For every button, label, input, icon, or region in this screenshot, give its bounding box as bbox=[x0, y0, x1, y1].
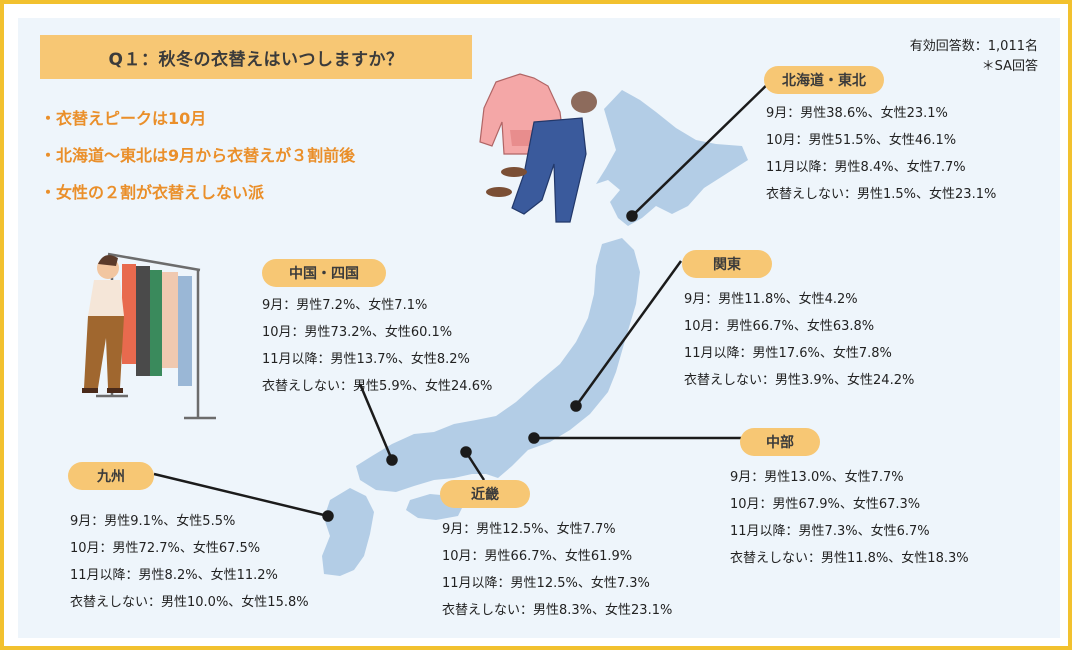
region-stats-kanto: 9月：男性11.8%、女性4.2% 10月：男性66.7%、女性63.8% 11… bbox=[684, 286, 914, 394]
honshu-shape bbox=[356, 238, 640, 492]
region-stats-chugoku-shikoku: 9月：男性7.2%、女性7.1% 10月：男性73.2%、女性60.1% 11月… bbox=[262, 292, 492, 400]
shoe-icon bbox=[501, 167, 527, 177]
region-label-chugoku-shikoku: 中国・四国 bbox=[262, 259, 386, 287]
kyushu-callout-line bbox=[153, 472, 329, 518]
wardrobe-illustration bbox=[82, 252, 216, 420]
stat-line: 10月：男性72.7%、女性67.5% bbox=[70, 541, 261, 556]
stat-line: 9月：男性7.2%、女性7.1% bbox=[262, 298, 428, 313]
stat-line: 11月以降：男性12.5%、女性7.3% bbox=[442, 576, 650, 591]
region-label-hokkaido-tohoku: 北海道・東北 bbox=[764, 66, 884, 94]
finding-item: 女性の２割が衣替えしない派 bbox=[40, 174, 355, 211]
stat-line: 10月：男性66.7%、女性63.8% bbox=[684, 319, 875, 334]
survey-meta: 有効回答数：1,011名 ＊SA回答 bbox=[910, 37, 1038, 77]
callout-lines bbox=[153, 77, 775, 522]
stat-line: 10月：男性51.5%、女性46.1% bbox=[766, 133, 957, 148]
chugoku-callout-line bbox=[358, 383, 394, 461]
stat-line: 9月：男性38.6%、女性23.1% bbox=[766, 106, 948, 121]
jeans-icon bbox=[511, 117, 587, 223]
person-body-icon bbox=[88, 280, 124, 316]
kanto-callout-dot bbox=[570, 400, 582, 412]
kyushu-shape bbox=[322, 488, 374, 576]
finding-item: 衣替えピークは10月 bbox=[40, 100, 355, 137]
stat-line: 11月以降：男性7.3%、女性6.7% bbox=[730, 524, 930, 539]
person-pants-icon bbox=[84, 316, 124, 388]
shoe-icon bbox=[486, 187, 512, 197]
stat-line: 9月：男性12.5%、女性7.7% bbox=[442, 522, 616, 537]
stat-line: 10月：男性66.7%、女性61.9% bbox=[442, 549, 633, 564]
stat-line: 衣替えしない：男性1.5%、女性23.1% bbox=[766, 187, 997, 202]
key-findings: 衣替えピークは10月 北海道〜東北は9月から衣替えが３割前後 女性の２割が衣替え… bbox=[40, 100, 355, 211]
chugoku-callout-dot bbox=[386, 454, 398, 466]
hokkaido-shape bbox=[596, 90, 748, 226]
region-label-kinki: 近畿 bbox=[440, 480, 530, 508]
hanging-shirt-icon bbox=[150, 270, 162, 376]
question-title: Q１：秋冬の衣替えはいつしますか？ bbox=[40, 35, 472, 79]
region-label-chubu: 中部 bbox=[740, 428, 820, 456]
stat-line: 9月：男性9.1%、女性5.5% bbox=[70, 514, 236, 529]
region-stats-kyushu: 9月：男性9.1%、女性5.5% 10月：男性72.7%、女性67.5% 11月… bbox=[70, 508, 309, 616]
stat-line: 11月以降：男性13.7%、女性8.2% bbox=[262, 352, 470, 367]
region-stats-hokkaido-tohoku: 9月：男性38.6%、女性23.1% 10月：男性51.5%、女性46.1% 1… bbox=[766, 100, 996, 208]
stat-line: 衣替えしない：男性8.3%、女性23.1% bbox=[442, 603, 673, 618]
stat-line: 11月以降：男性8.4%、女性7.7% bbox=[766, 160, 966, 175]
stat-line: 11月以降：男性17.6%、女性7.8% bbox=[684, 346, 892, 361]
region-label-kanto: 関東 bbox=[682, 250, 772, 278]
stat-line: 衣替えしない：男性10.0%、女性15.8% bbox=[70, 595, 309, 610]
stat-line: 衣替えしない：男性3.9%、女性24.2% bbox=[684, 373, 915, 388]
hokkaido-callout-dot bbox=[626, 210, 638, 222]
stat-line: 9月：男性11.8%、女性4.2% bbox=[684, 292, 858, 307]
person-hair-icon bbox=[98, 255, 118, 266]
region-label-kyushu: 九州 bbox=[68, 462, 154, 490]
stat-line: 11月以降：男性8.2%、女性11.2% bbox=[70, 568, 278, 583]
stat-line: 10月：男性73.2%、女性60.1% bbox=[262, 325, 453, 340]
hanging-shirt-icon bbox=[122, 264, 136, 364]
kinki-callout-dot bbox=[460, 446, 472, 458]
respondent-count: 有効回答数：1,011名 bbox=[909, 39, 1038, 54]
kanto-callout-line bbox=[574, 260, 683, 407]
hanging-shirt-icon bbox=[178, 276, 192, 386]
region-stats-chubu: 9月：男性13.0%、女性7.7% 10月：男性67.9%、女性67.3% 11… bbox=[730, 464, 969, 572]
stat-line: 衣替えしない：男性11.8%、女性18.3% bbox=[730, 551, 969, 566]
hokkaido-callout-line bbox=[631, 77, 775, 217]
stat-line: 衣替えしない：男性5.9%、女性24.6% bbox=[262, 379, 493, 394]
stat-line: 10月：男性67.9%、女性67.3% bbox=[730, 497, 921, 512]
hoodie-pocket-icon bbox=[510, 130, 536, 146]
stat-line: 9月：男性13.0%、女性7.7% bbox=[730, 470, 904, 485]
hanging-shirt-icon bbox=[162, 272, 178, 368]
kyushu-callout-dot bbox=[322, 510, 334, 522]
region-stats-kinki: 9月：男性12.5%、女性7.7% 10月：男性66.7%、女性61.9% 11… bbox=[442, 516, 672, 624]
person-shoe-icon bbox=[82, 388, 98, 393]
finding-item: 北海道〜東北は9月から衣替えが３割前後 bbox=[40, 137, 355, 174]
chubu-callout-dot bbox=[528, 432, 540, 444]
answer-type-note: ＊SA回答 bbox=[981, 59, 1038, 74]
clothes-illustration bbox=[479, 73, 597, 223]
hanging-shirt-icon bbox=[136, 266, 150, 376]
person-shoe-icon bbox=[107, 388, 123, 393]
beanie-icon bbox=[571, 91, 597, 113]
